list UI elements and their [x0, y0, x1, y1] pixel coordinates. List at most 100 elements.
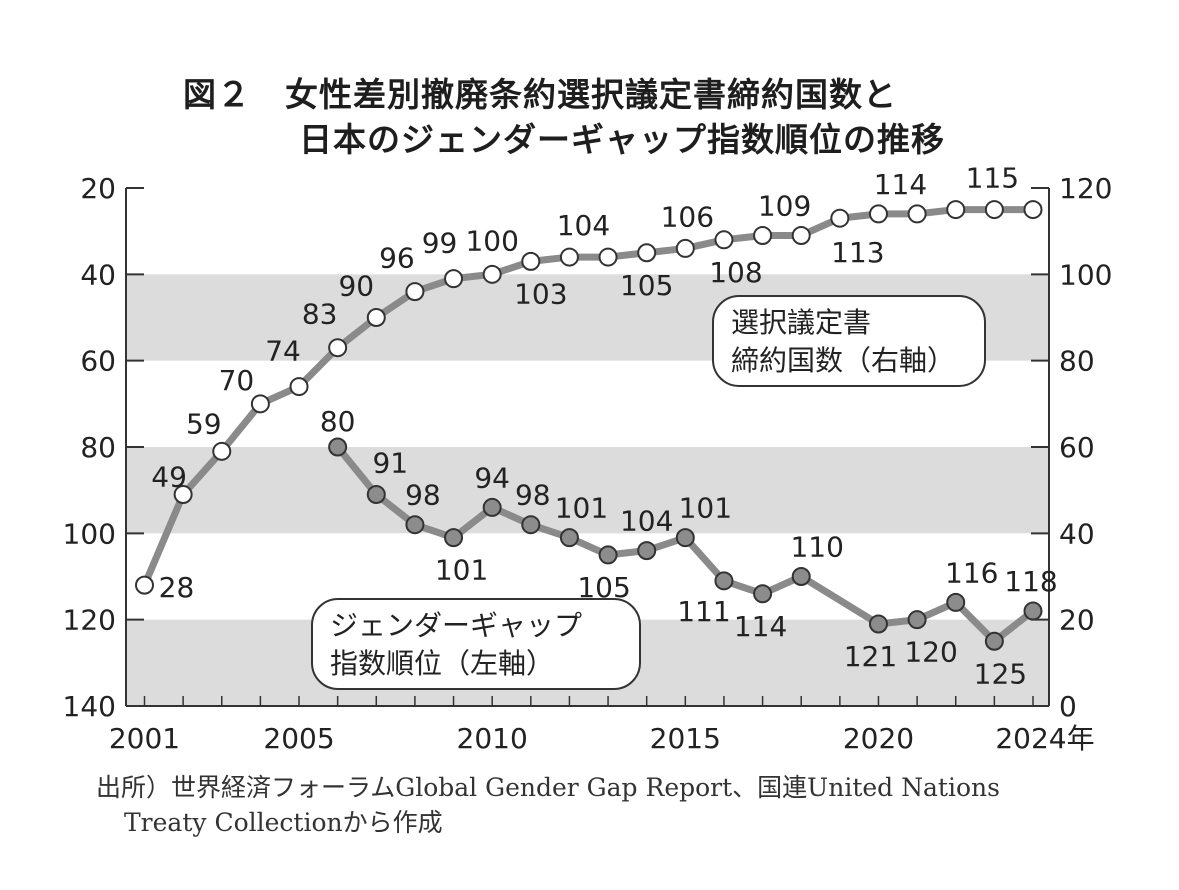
data-label: 120	[904, 636, 957, 669]
left-axis-tick-label: 140	[63, 690, 116, 723]
data-label: 110	[790, 531, 843, 564]
data-label: 121	[844, 640, 897, 673]
data-point	[444, 528, 464, 548]
data-label: 74	[265, 335, 301, 368]
data-label: 104	[620, 505, 673, 538]
data-point	[714, 230, 734, 250]
data-point	[753, 225, 773, 245]
data-point	[907, 204, 927, 224]
data-point	[521, 515, 541, 535]
data-label: 100	[465, 224, 518, 257]
series-label-text: 締約国数（右軸）	[731, 344, 955, 377]
data-label: 90	[338, 270, 374, 303]
source-note-line1: 出所）世界経済フォーラムGlobal Gender Gap Report、国連U…	[96, 773, 1000, 802]
x-axis-tick-label: 2015	[650, 722, 721, 755]
x-axis-tick-label: 2005	[263, 722, 334, 755]
left-axis-tick-label: 20	[80, 172, 116, 205]
data-label: 101	[555, 492, 608, 525]
data-point	[946, 592, 966, 612]
data-point	[521, 251, 541, 271]
data-point	[482, 497, 502, 517]
data-label: 91	[372, 446, 408, 479]
data-point	[328, 338, 348, 358]
data-label: 116	[945, 556, 998, 589]
right-axis-tick-label: 60	[1059, 431, 1095, 464]
data-label: 98	[515, 479, 551, 512]
data-point	[444, 269, 464, 289]
data-label: 125	[974, 657, 1027, 690]
series-label-text: ジェンダーギャップ	[330, 609, 582, 642]
source-note-line2: Treaty Collectionから作成	[124, 808, 443, 837]
series-label-text: 選択議定書	[731, 306, 871, 339]
series-label-box	[311, 598, 641, 690]
data-point	[1023, 601, 1043, 621]
data-point	[289, 377, 309, 397]
series-label-text: 指数順位（左軸）	[330, 647, 554, 680]
data-point	[637, 541, 657, 561]
data-point	[250, 394, 270, 414]
left-axis-tick-label: 100	[63, 517, 116, 550]
data-point	[907, 610, 927, 630]
data-point	[984, 631, 1004, 651]
data-point	[675, 528, 695, 548]
left-axis-tick-label: 40	[80, 258, 116, 291]
series-label-box	[712, 295, 986, 387]
data-label: 96	[379, 242, 415, 275]
data-point	[328, 437, 348, 457]
left-axis-tick-label: 80	[80, 431, 116, 464]
data-label: 113	[831, 236, 884, 269]
data-label: 83	[302, 298, 338, 331]
data-point	[984, 200, 1004, 220]
data-point	[1023, 200, 1043, 220]
data-label: 108	[709, 256, 762, 289]
data-point	[559, 528, 579, 548]
right-axis-tick-label: 80	[1059, 345, 1095, 378]
data-label: 49	[151, 460, 187, 493]
data-point	[212, 441, 232, 461]
data-label: 114	[874, 168, 927, 201]
x-axis-tick-label: 2024年	[995, 722, 1094, 755]
data-label: 99	[422, 227, 458, 260]
data-point	[598, 545, 618, 565]
data-point	[598, 247, 618, 267]
right-axis-tick-label: 20	[1059, 604, 1095, 637]
data-label: 114	[734, 610, 787, 643]
data-label: 115	[966, 162, 1019, 195]
data-point	[135, 575, 154, 595]
data-point	[753, 584, 773, 604]
data-point	[791, 567, 811, 586]
data-label: 101	[435, 554, 488, 587]
data-label: 80	[320, 405, 356, 438]
data-point	[791, 225, 811, 245]
right-axis-tick-label: 120	[1059, 172, 1112, 205]
right-axis-tick-label: 100	[1059, 258, 1112, 291]
x-axis-tick-label: 2020	[843, 722, 914, 755]
data-point	[173, 484, 193, 504]
grid-band	[126, 447, 1049, 534]
data-label: 94	[474, 461, 510, 494]
right-axis-tick-label: 40	[1059, 517, 1095, 550]
data-label: 111	[677, 595, 730, 628]
data-point	[482, 264, 502, 284]
left-axis-tick-label: 60	[80, 345, 116, 378]
chart-title-line1: 図２ 女性差別撤廃条約選択議定書締約国数と	[183, 75, 897, 114]
data-point	[714, 571, 734, 591]
data-label: 105	[620, 269, 673, 302]
x-axis-tick-label: 2010	[457, 722, 528, 755]
data-point	[830, 208, 850, 228]
data-label: 98	[405, 479, 441, 512]
x-axis-tick-label: 2001	[109, 722, 180, 755]
data-label: 104	[557, 209, 610, 242]
data-point	[366, 308, 386, 327]
data-point	[405, 515, 425, 535]
data-point	[637, 243, 657, 263]
data-point	[946, 200, 966, 220]
data-point	[675, 238, 695, 258]
data-point	[559, 247, 579, 267]
data-label: 106	[661, 200, 714, 233]
data-point	[405, 282, 425, 302]
data-label: 59	[186, 407, 222, 440]
data-label: 101	[679, 492, 732, 525]
right-axis-tick-label: 0	[1059, 690, 1077, 723]
